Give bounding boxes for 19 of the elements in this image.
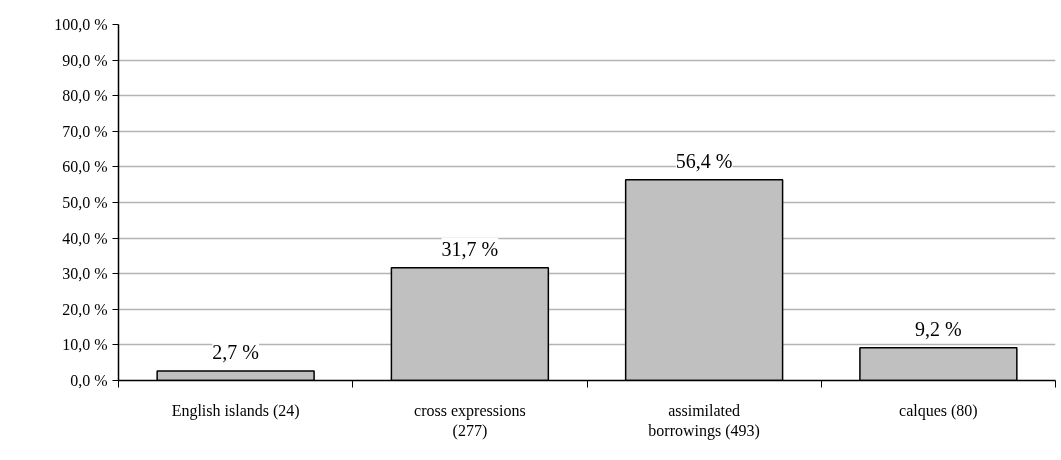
data-label: 56,4 % [675, 149, 733, 172]
y-tick-label: 100,0 % [54, 16, 108, 33]
x-tick-label: English islands (24) [171, 401, 300, 420]
y-tick-label: 50,0 % [62, 194, 108, 211]
y-tick-label: 30,0 % [62, 265, 108, 283]
y-tick-label: 90,0 % [62, 51, 108, 69]
data-label: 2,7 % [212, 340, 259, 363]
y-tick-label: 40,0 % [62, 229, 108, 247]
y-tick-label: 0,0 % [70, 372, 108, 389]
data-label: 31,7 % [441, 237, 499, 260]
y-tick-label: 20,0 % [62, 300, 108, 318]
y-tick-label: 80,0 % [62, 87, 108, 105]
y-tick-label: 70,0 % [62, 122, 108, 140]
x-tick-label: calques (80) [899, 401, 978, 420]
x-tick-label: assimilated borrowings (493) [648, 401, 760, 440]
y-tick-label: 10,0 % [62, 336, 108, 354]
x-tick-label: cross expressions (277) [414, 401, 526, 440]
y-tick-label: 60,0 % [62, 158, 108, 176]
data-label: 9,2 % [915, 317, 962, 340]
